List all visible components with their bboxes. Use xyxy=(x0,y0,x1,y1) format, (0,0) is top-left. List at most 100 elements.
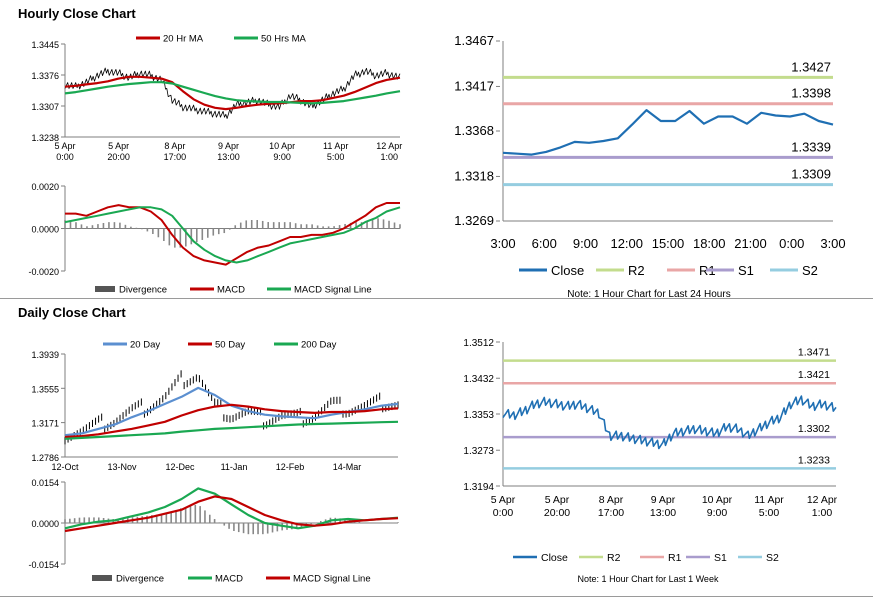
daily-pivot-legend-s1-label: S1 xyxy=(714,552,727,564)
hourly-pivot-xtick-0: 3:00 xyxy=(490,236,515,251)
hourly-price-xtick-3: 9 Apr xyxy=(218,141,239,151)
daily-price-xtick-5: 14-Mar xyxy=(333,462,362,472)
daily-pivot-xtick2-2: 17:00 xyxy=(598,507,624,519)
hourly-legend-macd-label: MACD xyxy=(217,285,245,296)
hourly-legend-20hr-ma-label: 20 Hr MA xyxy=(163,34,204,45)
daily-legend-50day-label: 50 Day xyxy=(215,340,245,351)
hourly-pivot-xtick-4: 15:00 xyxy=(652,236,685,251)
hourly-price-xtick-5: 11 Apr xyxy=(323,141,348,151)
hourly-pivot-xtick-7: 0:00 xyxy=(779,236,804,251)
hourly-20hr-ma-line xyxy=(64,75,401,111)
hourly-price-xtick-0: 5 Apr xyxy=(54,141,75,151)
daily-pivot-ytick-3: 1.3273 xyxy=(463,446,494,457)
hourly-50hr-ma-line xyxy=(64,81,401,105)
hourly-price-ytick-0: 1.3445 xyxy=(31,40,59,50)
daily-pivot-s2-label: 1.3233 xyxy=(798,454,830,466)
daily-pivot-ytick-0: 1.3512 xyxy=(463,338,494,349)
daily-pivot-s1-label: 1.3302 xyxy=(798,423,830,435)
hourly-pivot-note: Note: 1 Hour Chart for Last 24 Hours xyxy=(567,289,730,300)
daily-macd-signal-line xyxy=(64,495,399,533)
hourly-pivot-ytick-1: 1.3417 xyxy=(454,78,494,93)
daily-pivot-legend-r1-label: R1 xyxy=(668,552,682,564)
daily-pivot-note: Note: 1 Hour Chart for Last 1 Week xyxy=(578,574,719,584)
daily-legend-20day-label: 20 Day xyxy=(130,340,160,351)
hourly-pivot-xtick-2: 9:00 xyxy=(573,236,598,251)
bottom-divider xyxy=(0,596,873,597)
hourly-price-xtick-1: 5 Apr xyxy=(108,141,129,151)
hourly-pivot-s2-label: 1.3309 xyxy=(791,167,831,182)
daily-price-ytick-1: 1.3555 xyxy=(31,384,59,394)
hourly-pivot-ytick-3: 1.3318 xyxy=(454,168,494,183)
daily-pivot-xtick2-6: 1:00 xyxy=(812,507,833,519)
hourly-pivot-xtick-5: 18:00 xyxy=(693,236,726,251)
hourly-pivot-xtick-1: 6:00 xyxy=(532,236,557,251)
daily-price-xtick-3: 11-Jan xyxy=(221,462,248,472)
hourly-macd-ytick-2: -0.0020 xyxy=(28,267,59,277)
daily-price-xtick-2: 12-Dec xyxy=(165,462,195,472)
hourly-section-title: Hourly Close Chart xyxy=(18,6,136,21)
daily-pivot-xtick2-0: 0:00 xyxy=(493,507,514,519)
daily-price-xtick-0: 12-Oct xyxy=(51,462,79,472)
daily-legend-signal-label: MACD Signal Line xyxy=(293,574,371,585)
daily-pivot-xtick2-5: 5:00 xyxy=(759,507,780,519)
daily-price-ytick-3: 1.2786 xyxy=(31,453,59,463)
hourly-legend-signal-label: MACD Signal Line xyxy=(294,285,372,296)
hourly-price-xtick2-4: 9:00 xyxy=(273,152,291,162)
daily-pivot-xtick-3: 9 Apr xyxy=(651,494,676,506)
hourly-price-xtick-6: 12 Apr xyxy=(376,141,402,151)
daily-macd-line xyxy=(64,487,399,530)
hourly-macd-signal-line xyxy=(64,206,401,264)
hourly-legend-50hr-ma-label: 50 Hrs MA xyxy=(261,34,307,45)
daily-pivot-xtick-2: 8 Apr xyxy=(599,494,624,506)
hourly-pivot-legend-r2-label: R2 xyxy=(628,263,645,278)
daily-pivot-xtick2-1: 20:00 xyxy=(544,507,570,519)
hourly-price-xtick2-1: 20:00 xyxy=(107,152,130,162)
hourly-price-xtick-4: 10 Apr xyxy=(269,141,295,151)
daily-pivot-close-line xyxy=(502,395,837,450)
daily-pivot-r2-label: 1.3471 xyxy=(798,347,830,359)
hourly-price-xtick2-0: 0:00 xyxy=(56,152,74,162)
hourly-pivot-r1-label: 1.3398 xyxy=(791,86,831,101)
hourly-price-xtick2-6: 1:00 xyxy=(381,152,399,162)
hourly-price-xtick2-3: 13:00 xyxy=(217,152,240,162)
daily-pivot-xtick2-3: 13:00 xyxy=(650,507,676,519)
daily-pivot-legend-s2-label: S2 xyxy=(766,552,779,564)
daily-pivot-ytick-1: 1.3432 xyxy=(463,374,494,385)
section-divider xyxy=(0,298,873,299)
hourly-pivot-xtick-6: 21:00 xyxy=(734,236,767,251)
hourly-pivot-xtick-3: 12:00 xyxy=(610,236,643,251)
hourly-price-xtick2-5: 5:00 xyxy=(327,152,345,162)
hourly-pivot-close-line xyxy=(502,108,834,156)
daily-pivot-r1-label: 1.3421 xyxy=(798,369,830,381)
daily-macd-ytick-2: -0.0154 xyxy=(28,560,59,570)
daily-macd-ytick-0: 0.0154 xyxy=(31,478,59,488)
daily-pivot-legend-close-label: Close xyxy=(541,552,568,564)
daily-legend-200day-label: 200 Day xyxy=(301,340,337,351)
daily-section-title: Daily Close Chart xyxy=(18,305,126,320)
hourly-price-xtick-2: 8 Apr xyxy=(164,141,185,151)
daily-pivot-legend-r2-label: R2 xyxy=(607,552,621,564)
daily-200day-line xyxy=(64,420,399,440)
hourly-pivot-ytick-4: 1.3269 xyxy=(454,213,494,228)
daily-pivot-ytick-2: 1.3353 xyxy=(463,410,494,421)
hourly-legend-divergence-label: Divergence xyxy=(119,285,167,296)
daily-pivot-ytick-4: 1.3194 xyxy=(463,482,494,493)
daily-price-xtick-1: 13-Nov xyxy=(107,462,137,472)
hourly-price-ytick-2: 1.3307 xyxy=(31,102,59,112)
hourly-price-ytick-1: 1.3376 xyxy=(31,71,59,81)
daily-pivot-xtick-5: 11 Apr xyxy=(754,494,784,506)
daily-pivot-xtick-4: 10 Apr xyxy=(702,494,733,506)
hourly-pivot-legend-close-label: Close xyxy=(551,263,584,278)
hourly-macd-ytick-1: 0.0000 xyxy=(31,225,59,235)
daily-pivot-xtick2-4: 9:00 xyxy=(707,507,728,519)
hourly-pivot-ytick-2: 1.3368 xyxy=(454,123,494,138)
hourly-pivot-s1-label: 1.3339 xyxy=(791,139,831,154)
daily-legend-divergence-label: Divergence xyxy=(116,574,164,585)
daily-macd-ytick-1: 0.0000 xyxy=(31,519,59,529)
hourly-pivot-r2-label: 1.3427 xyxy=(791,59,831,74)
hourly-pivot-ytick-0: 1.3467 xyxy=(454,33,494,48)
hourly-pivot-xtick-8: 3:00 xyxy=(820,236,845,251)
hourly-pivot-legend-s2-label: S2 xyxy=(802,263,818,278)
hourly-macd-ytick-0: 0.0020 xyxy=(31,182,59,192)
